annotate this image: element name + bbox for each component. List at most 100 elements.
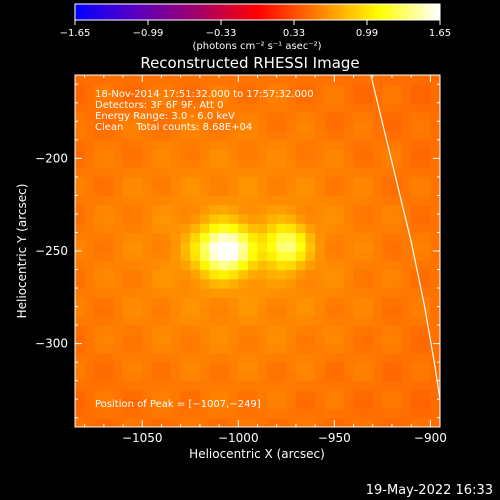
heatmap-cell	[161, 260, 172, 271]
heatmap-cell	[305, 306, 316, 317]
heatmap-cell	[94, 352, 105, 363]
heatmap-cell	[411, 278, 422, 289]
heatmap-cell	[324, 149, 335, 159]
heatmap-cell	[142, 334, 153, 345]
heatmap-cell	[171, 84, 182, 95]
heatmap-cell	[353, 352, 364, 363]
heatmap-cell	[209, 315, 220, 326]
heatmap-cell	[363, 288, 374, 298]
heatmap-cell	[353, 371, 364, 382]
heatmap-cell	[132, 213, 143, 224]
heatmap-cell	[238, 84, 249, 95]
footer-timestamp: 19-May-2022 16:33	[366, 483, 493, 498]
heatmap-cell	[315, 93, 326, 104]
heatmap-cell	[161, 306, 172, 317]
heatmap-cell	[353, 325, 364, 335]
heatmap-cell	[305, 241, 316, 252]
heatmap-cell	[94, 380, 105, 391]
heatmap-cell	[372, 288, 383, 298]
heatmap-cell	[103, 408, 115, 419]
heatmap-cell	[411, 380, 422, 391]
heatmap-cell	[343, 176, 355, 187]
heatmap-cell	[84, 158, 95, 169]
heatmap-cell	[247, 186, 259, 197]
heatmap-cell	[391, 130, 403, 141]
heatmap-cell	[142, 297, 153, 308]
heatmap-cell	[343, 223, 355, 234]
heatmap-cell	[430, 278, 440, 289]
heatmap-cell	[411, 102, 422, 113]
heatmap-cell	[257, 389, 268, 400]
heatmap-cell	[324, 315, 335, 326]
heatmap-cell	[94, 269, 105, 280]
heatmap-cell	[343, 325, 355, 335]
heatmap-cell	[84, 204, 95, 215]
heatmap-cell	[295, 251, 307, 261]
heatmap-cell	[372, 139, 383, 150]
heatmap-cell	[343, 380, 355, 391]
heatmap-cell	[161, 334, 172, 345]
heatmap-cell	[209, 167, 220, 178]
heatmap-cell	[94, 371, 105, 382]
heatmap-cell	[84, 297, 95, 308]
heatmap-cell	[228, 251, 239, 261]
heatmap-cell	[315, 149, 326, 159]
heatmap-cell	[142, 223, 153, 234]
heatmap-cell	[382, 389, 393, 400]
heatmap-cell	[113, 93, 124, 104]
heatmap-cell	[315, 297, 326, 308]
heatmap-cell	[161, 176, 172, 187]
heatmap-cell	[219, 306, 230, 317]
heatmap-cell	[391, 121, 403, 132]
heatmap-cell	[151, 362, 163, 373]
heatmap-cell	[238, 380, 249, 391]
heatmap-cell	[353, 260, 364, 271]
heatmap-cell	[151, 102, 163, 113]
heatmap-cell	[199, 167, 211, 178]
heatmap-cell	[103, 371, 115, 382]
colorbar-ticks: −1.65 −0.99 −0.33 0.33 0.99 1.65	[60, 20, 451, 39]
heatmap-cell	[420, 186, 431, 197]
heatmap-cell	[75, 352, 86, 363]
heatmap-cell	[103, 315, 115, 326]
heatmap-cell	[113, 306, 124, 317]
heatmap-cell	[343, 334, 355, 345]
heatmap-cell	[132, 408, 143, 419]
heatmap-cell	[391, 260, 403, 271]
heatmap-cell	[238, 362, 249, 373]
heatmap-cell	[103, 223, 115, 234]
heatmap-cell	[94, 130, 105, 141]
heatmap-cell	[209, 186, 220, 197]
heatmap-cell	[391, 84, 403, 95]
heatmap-cell	[295, 112, 307, 122]
heatmap-cell	[84, 223, 95, 234]
heatmap-cell	[334, 149, 345, 159]
heatmap-cell	[382, 93, 393, 104]
heatmap-cell	[420, 84, 431, 95]
heatmap-cell	[171, 325, 182, 335]
heatmap-cell	[113, 389, 124, 400]
heatmap-cell	[372, 176, 383, 187]
heatmap-cell	[238, 288, 249, 298]
heatmap-cell	[75, 112, 86, 122]
heatmap-cell	[401, 223, 412, 234]
heatmap-cell	[401, 371, 412, 382]
heatmap-cell	[363, 186, 374, 197]
heatmap-cell	[334, 408, 345, 419]
heatmap-cell	[142, 84, 153, 95]
heatmap-cell	[372, 158, 383, 169]
heatmap-cell	[238, 260, 249, 271]
heatmap-cell	[123, 297, 134, 308]
heatmap-cell	[142, 399, 153, 410]
heatmap-cell	[353, 167, 364, 178]
heatmap-cell	[276, 121, 287, 132]
heatmap-cell	[123, 389, 134, 400]
heatmap-cell	[103, 186, 115, 197]
heatmap-cell	[391, 158, 403, 169]
heatmap-cell	[228, 362, 239, 373]
heatmap-cell	[75, 251, 86, 261]
heatmap-cell	[132, 102, 143, 113]
heatmap-cell	[391, 417, 403, 427]
heatmap-cell	[142, 130, 153, 141]
heatmap-cell	[94, 306, 105, 317]
